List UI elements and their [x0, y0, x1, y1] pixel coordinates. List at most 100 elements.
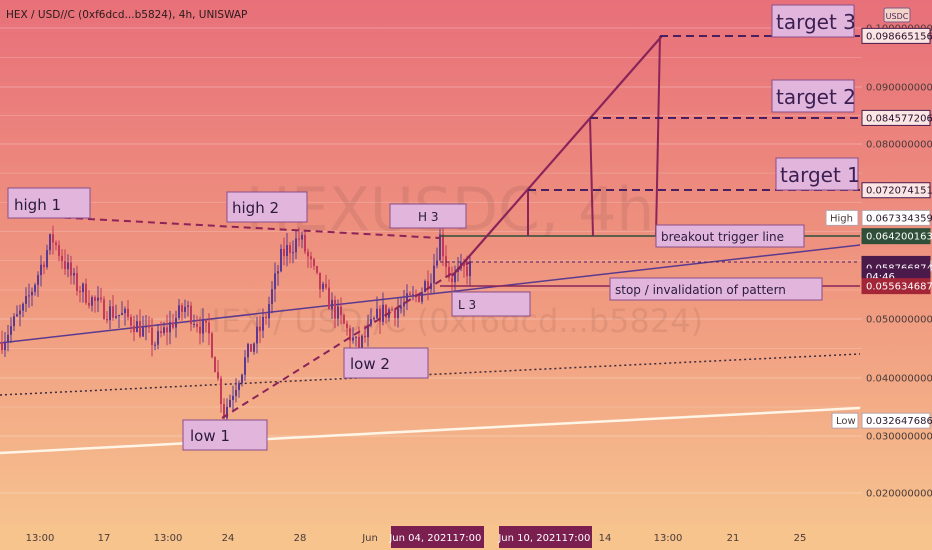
- candle: [370, 308, 372, 328]
- candle: [256, 316, 258, 354]
- support-dashed-line: [221, 261, 471, 419]
- currency-badge[interactable]: USDC: [883, 7, 911, 23]
- candle: [118, 314, 120, 328]
- candle: [217, 359, 219, 381]
- candle: [469, 255, 471, 287]
- price-tag-label: 0.0845772068: [866, 113, 932, 124]
- price-scale[interactable]: 0.0200000000 0.0300000000 0.0400000000 0.05…: [825, 0, 932, 525]
- candle: [70, 255, 72, 285]
- candle: [82, 282, 84, 303]
- x-tick-label: Jun 10, 2021: [497, 533, 561, 544]
- candle: [253, 342, 255, 355]
- candle: [31, 287, 33, 307]
- candle: [244, 350, 246, 381]
- candle: [49, 233, 51, 255]
- x-tick-label: 13:00: [654, 533, 683, 544]
- chart-title: HEX / USD//C (0xf6dcd...b5824), 4h, UNIS…: [6, 9, 247, 21]
- x-tick-label: Jun: [361, 533, 378, 544]
- candle: [292, 240, 294, 264]
- candle: [322, 281, 324, 293]
- candle: [367, 314, 369, 347]
- candle: [406, 284, 408, 311]
- target-3-leg: [655, 35, 661, 237]
- candle: [106, 310, 108, 324]
- candle: [316, 265, 318, 275]
- label-breakout-trigger: breakout trigger line: [655, 224, 805, 248]
- x-tick-label: 14: [599, 533, 612, 544]
- price-tag-label: 0.0326476861: [866, 416, 932, 427]
- candle: [193, 314, 195, 328]
- candle: [268, 296, 270, 328]
- label-low-1-text: low 1: [190, 427, 230, 445]
- candle: [265, 311, 267, 325]
- x-tick-label: 13:00: [154, 533, 183, 544]
- candle: [298, 227, 300, 247]
- candle: [454, 265, 456, 294]
- x-tick-label: 17:00: [562, 533, 591, 544]
- candle: [295, 229, 297, 260]
- price-tag: 0.0720741519: [861, 182, 932, 199]
- candle: [85, 278, 87, 305]
- price-tag: 0.0326476861 Low: [831, 412, 932, 429]
- candle: [133, 315, 135, 342]
- y-tick-label: 0.0300000000: [866, 432, 932, 443]
- candle: [334, 295, 336, 328]
- price-tag-label: 0.0556346876: [866, 282, 932, 293]
- label-target-2: target 2: [771, 79, 856, 113]
- candle: [448, 261, 450, 282]
- candle: [43, 261, 45, 275]
- candle: [4, 332, 6, 358]
- price-tag-badge: High: [830, 213, 853, 224]
- candle: [262, 308, 264, 339]
- candle: [187, 300, 189, 317]
- candle: [139, 309, 141, 339]
- x-ticks: 13:00 17 13:00 24 28 Jun Jun 04, 2021 17:00 Jun …: [26, 526, 806, 548]
- candle: [442, 224, 444, 266]
- candle: [229, 394, 231, 408]
- label-target-2-text: target 2: [776, 85, 856, 109]
- x-tick-label: 17:00: [453, 533, 482, 544]
- candle: [160, 321, 162, 338]
- candle: [103, 296, 105, 320]
- label-stop-invalidation: stop / invalidation of pattern: [609, 277, 823, 301]
- candle: [433, 253, 435, 294]
- candle: [373, 316, 375, 321]
- candle: [232, 385, 234, 413]
- candle: [172, 313, 174, 330]
- label-breakout-trigger-text: breakout trigger line: [661, 230, 784, 244]
- price-tag: 0.0556346876: [861, 278, 932, 295]
- candle: [307, 248, 309, 268]
- candle: [238, 380, 240, 398]
- label-low-1: low 1: [182, 419, 268, 451]
- candle: [283, 237, 285, 266]
- candle: [67, 254, 69, 278]
- candle: [97, 286, 99, 313]
- candle: [430, 273, 432, 294]
- currency-badge-text: USDC: [886, 12, 909, 21]
- time-axis[interactable]: 13:00 17 13:00 24 28 Jun Jun 04, 2021 17:00 Jun …: [0, 525, 932, 550]
- label-target-1: target 1: [775, 157, 860, 191]
- candle: [313, 257, 315, 270]
- label-h3-text: H 3: [418, 210, 438, 224]
- label-l3-text: L 3: [458, 298, 476, 312]
- candle: [148, 316, 150, 334]
- candle: [7, 325, 9, 352]
- label-high-2-text: high 2: [232, 199, 279, 217]
- price-tag: 0.0642001637: [861, 228, 932, 245]
- candle: [61, 249, 63, 269]
- candle: [205, 319, 207, 333]
- candle: [184, 299, 186, 319]
- candle: [169, 310, 171, 345]
- candle: [1, 330, 3, 354]
- candle: [25, 287, 27, 313]
- candle: [199, 316, 201, 345]
- candle: [121, 301, 123, 316]
- candle: [91, 295, 93, 312]
- projection-line: [451, 35, 663, 277]
- candle: [310, 251, 312, 269]
- x-tick-label: Jun 04, 2021: [388, 533, 452, 544]
- label-target-3-text: target 3: [776, 10, 856, 34]
- candle: [34, 282, 36, 296]
